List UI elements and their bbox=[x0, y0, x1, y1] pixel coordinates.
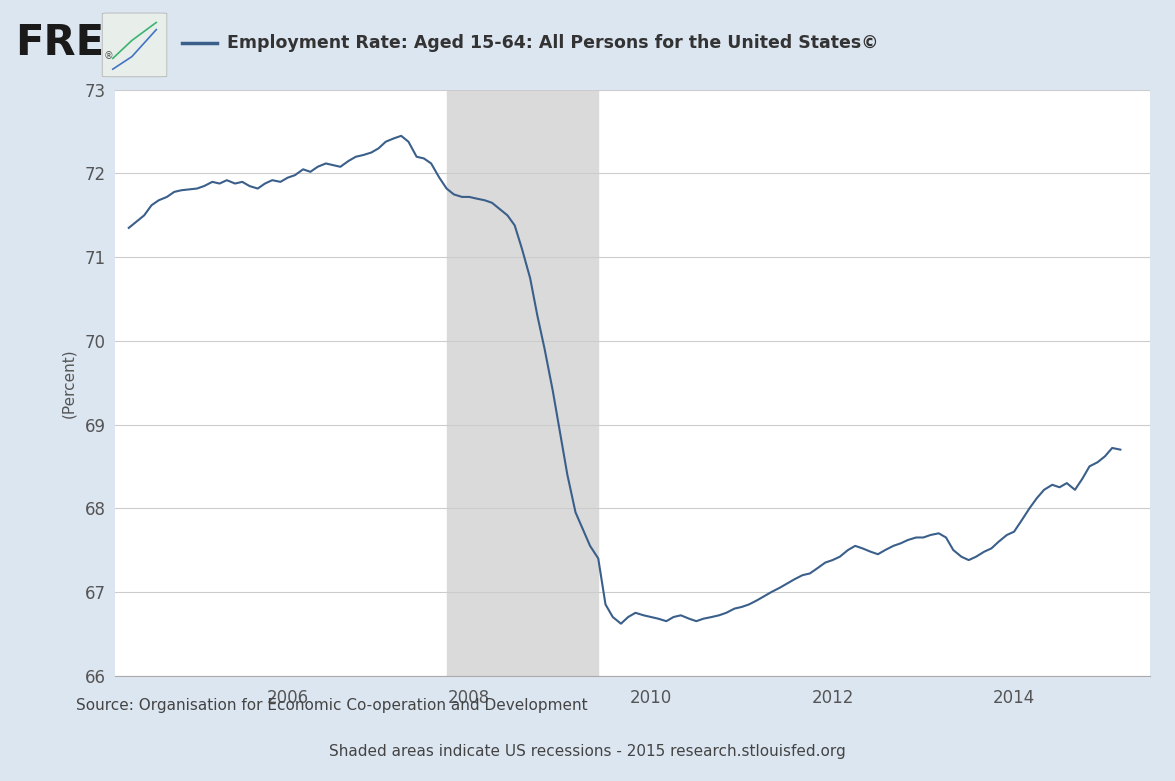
FancyBboxPatch shape bbox=[102, 13, 167, 77]
Text: ®: ® bbox=[103, 51, 113, 61]
Bar bbox=[446, 90, 598, 676]
Y-axis label: (Percent): (Percent) bbox=[61, 348, 76, 418]
Text: FRED: FRED bbox=[15, 22, 139, 64]
Text: Source: Organisation for Economic Co-operation and Development: Source: Organisation for Economic Co-ope… bbox=[76, 697, 588, 712]
Text: Employment Rate: Aged 15-64: All Persons for the United States©: Employment Rate: Aged 15-64: All Persons… bbox=[227, 34, 878, 52]
Text: Shaded areas indicate US recessions - 2015 research.stlouisfed.org: Shaded areas indicate US recessions - 20… bbox=[329, 744, 846, 759]
